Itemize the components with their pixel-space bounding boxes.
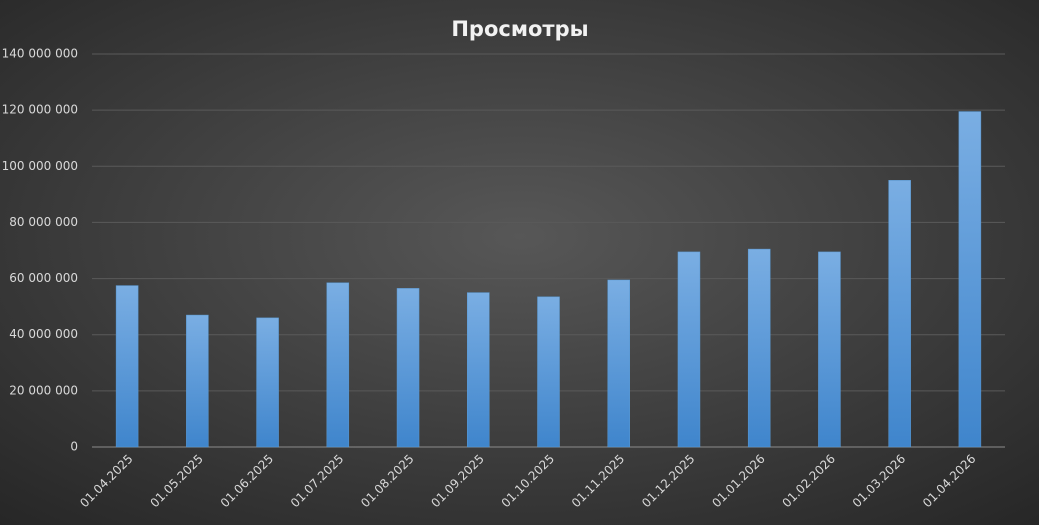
chart-title: Просмотры (451, 17, 588, 41)
bar (607, 279, 630, 448)
y-tick-label: 120 000 000 (2, 103, 78, 117)
bar (256, 317, 279, 448)
bar (326, 282, 350, 448)
bar (888, 180, 911, 448)
bar (677, 251, 701, 448)
y-tick-label: 80 000 000 (9, 215, 78, 229)
bar (467, 292, 490, 448)
bar (747, 248, 771, 448)
y-tick-label: 140 000 000 (2, 47, 78, 61)
bar (396, 288, 420, 448)
y-tick-label: 20 000 000 (9, 383, 78, 397)
bar (537, 296, 560, 448)
y-tick-label: 60 000 000 (9, 271, 78, 285)
bar (958, 111, 982, 448)
y-tick-label: 40 000 000 (9, 327, 78, 341)
bar (115, 285, 139, 448)
bar (186, 314, 209, 448)
y-tick-label: 100 000 000 (2, 159, 78, 173)
bar (818, 251, 841, 448)
y-tick-label: 0 (70, 440, 78, 454)
